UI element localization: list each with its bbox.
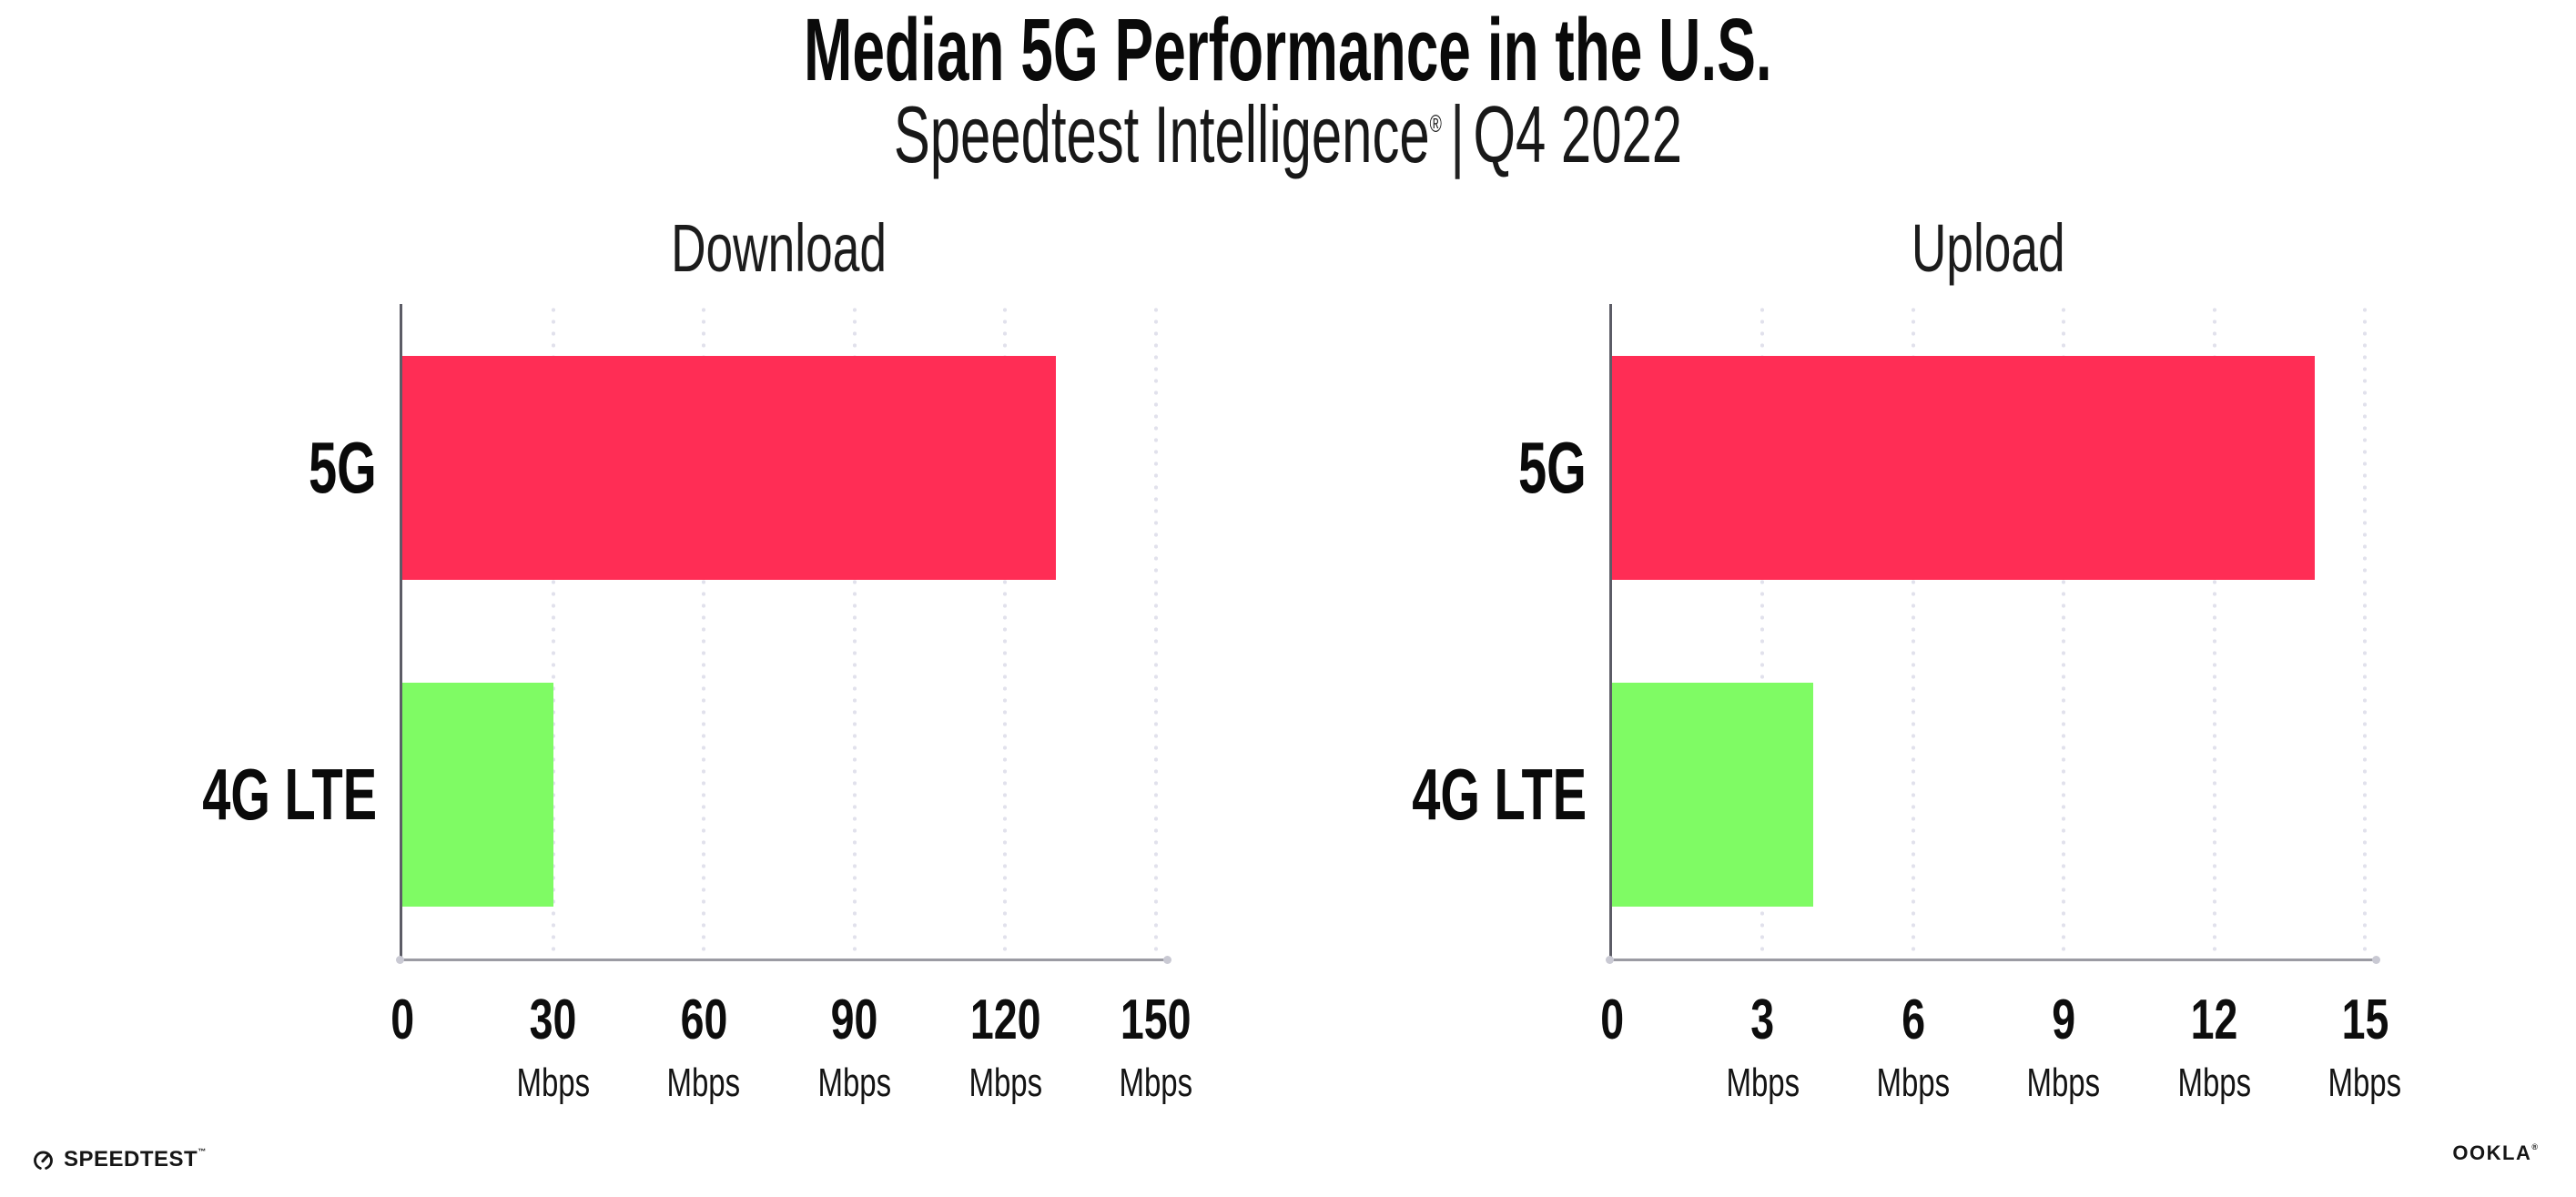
gridline-download-90 [852, 304, 857, 957]
tick-unit-upload-3: Mbps [1626, 1063, 1899, 1103]
y-axis-download [400, 304, 402, 961]
page-subtitle: Speedtest Intelligence® | Q4 2022 [0, 95, 2576, 175]
tick-unit-text: Mbps [2177, 1060, 2251, 1105]
speedtest-wordmark: SPEEDTEST™ [64, 1147, 206, 1172]
subtitle-period: Q4 2022 [1473, 89, 1683, 179]
trademark-mark: ™ [198, 1147, 207, 1156]
category-label-5g: 5G [2, 431, 377, 504]
bar-upload-5g [1612, 355, 2315, 580]
tick-unit-download-60: Mbps [567, 1063, 840, 1103]
tick-unit-upload-12: Mbps [2078, 1063, 2351, 1103]
chart-title-text: Upload [1912, 210, 2065, 286]
tick-label-download-0: 0 [266, 992, 539, 1049]
x-axis-download [396, 956, 1171, 964]
gridline-download-60 [702, 304, 706, 957]
registered-mark: ® [2531, 1142, 2538, 1151]
tick-value: 0 [1600, 989, 1624, 1051]
category-label-text: 5G [1518, 426, 1587, 508]
tick-label-upload-6: 6 [1777, 992, 2050, 1049]
tick-unit-upload-15: Mbps [2228, 1063, 2501, 1103]
tick-value: 90 [830, 989, 878, 1051]
tick-unit-text: Mbps [2328, 1060, 2402, 1105]
gridline-download-30 [551, 304, 555, 957]
tick-value: 6 [1901, 989, 1925, 1051]
gridline-upload-15 [2363, 304, 2367, 957]
tick-value: 9 [2052, 989, 2076, 1051]
x-axis-upload [1606, 956, 2380, 964]
tick-label-upload-15: 15 [2228, 992, 2501, 1049]
tick-value: 120 [969, 989, 1041, 1051]
tick-value: 60 [680, 989, 728, 1051]
category-label-text: 5G [309, 426, 377, 508]
tick-label-download-90: 90 [718, 992, 991, 1049]
gridline-download-120 [1003, 304, 1008, 957]
ookla-logo: OOKLA® [2452, 1141, 2538, 1165]
gridline-download-150 [1154, 304, 1158, 957]
chart-title-upload: Upload [1612, 215, 2365, 282]
tick-value: 150 [1121, 989, 1192, 1051]
category-label-text: 4G LTE [1412, 754, 1587, 836]
ookla-wordmark-text: OOKLA [2452, 1141, 2532, 1164]
tick-unit-text: Mbps [1119, 1060, 1193, 1105]
tick-label-upload-3: 3 [1626, 992, 1899, 1049]
chart-title-text: Download [671, 210, 887, 286]
tick-unit-text: Mbps [2026, 1060, 2101, 1105]
y-axis-upload [1609, 304, 1612, 961]
speedtest-logo: SPEEDTEST™ [31, 1140, 206, 1180]
bar-download-4g-lte [402, 683, 553, 908]
subtitle-brand: Speedtest Intelligence [893, 89, 1430, 179]
tick-label-download-60: 60 [567, 992, 840, 1049]
tick-unit-upload-9: Mbps [1927, 1063, 2200, 1103]
page-title-text: Median 5G Performance in the U.S. [804, 0, 1772, 99]
tick-label-upload-12: 12 [2078, 992, 2351, 1049]
page-title: Median 5G Performance in the U.S. [0, 5, 2576, 94]
tick-unit-text: Mbps [1726, 1060, 1800, 1105]
bar-upload-4g-lte [1612, 683, 1813, 908]
tick-unit-text: Mbps [817, 1060, 892, 1105]
gridline-upload-9 [2062, 304, 2066, 957]
tick-value: 15 [2341, 989, 2388, 1051]
page-subtitle-text: Speedtest Intelligence® | Q4 2022 [894, 95, 1682, 175]
gridline-upload-6 [1911, 304, 1915, 957]
tick-label-upload-9: 9 [1927, 992, 2200, 1049]
tick-unit-text: Mbps [516, 1060, 590, 1105]
tick-label-download-30: 30 [417, 992, 690, 1049]
tick-label-download-120: 120 [868, 992, 1141, 1049]
registered-mark: ® [1429, 110, 1442, 137]
tick-unit-text: Mbps [666, 1060, 741, 1105]
tick-value: 12 [2190, 989, 2238, 1051]
speedtest-wordmark-text: SPEEDTEST [64, 1147, 198, 1172]
category-label-4g-lte: 4G LTE [1212, 758, 1587, 831]
chart-title-download: Download [402, 215, 1156, 282]
tick-label-download-150: 150 [1019, 992, 1293, 1049]
tick-value: 0 [390, 989, 414, 1051]
tick-unit-upload-6: Mbps [1777, 1063, 2050, 1103]
tick-unit-download-120: Mbps [868, 1063, 1141, 1103]
tick-unit-download-30: Mbps [417, 1063, 690, 1103]
tick-unit-text: Mbps [969, 1060, 1042, 1105]
bar-download-5g [402, 355, 1056, 580]
category-label-text: 4G LTE [202, 754, 377, 836]
tick-unit-download-90: Mbps [718, 1063, 991, 1103]
tick-label-upload-0: 0 [1476, 992, 1749, 1049]
tick-value: 3 [1750, 989, 1775, 1051]
category-label-5g: 5G [1212, 431, 1587, 504]
tick-unit-text: Mbps [1876, 1060, 1951, 1105]
subtitle-separator: | [1450, 89, 1465, 179]
speedtest-gauge-icon [34, 1151, 53, 1170]
tick-unit-download-150: Mbps [1019, 1063, 1293, 1103]
gridline-upload-12 [2212, 304, 2216, 957]
tick-value: 30 [529, 989, 577, 1051]
category-label-4g-lte: 4G LTE [2, 758, 377, 831]
gridline-upload-3 [1760, 304, 1765, 957]
